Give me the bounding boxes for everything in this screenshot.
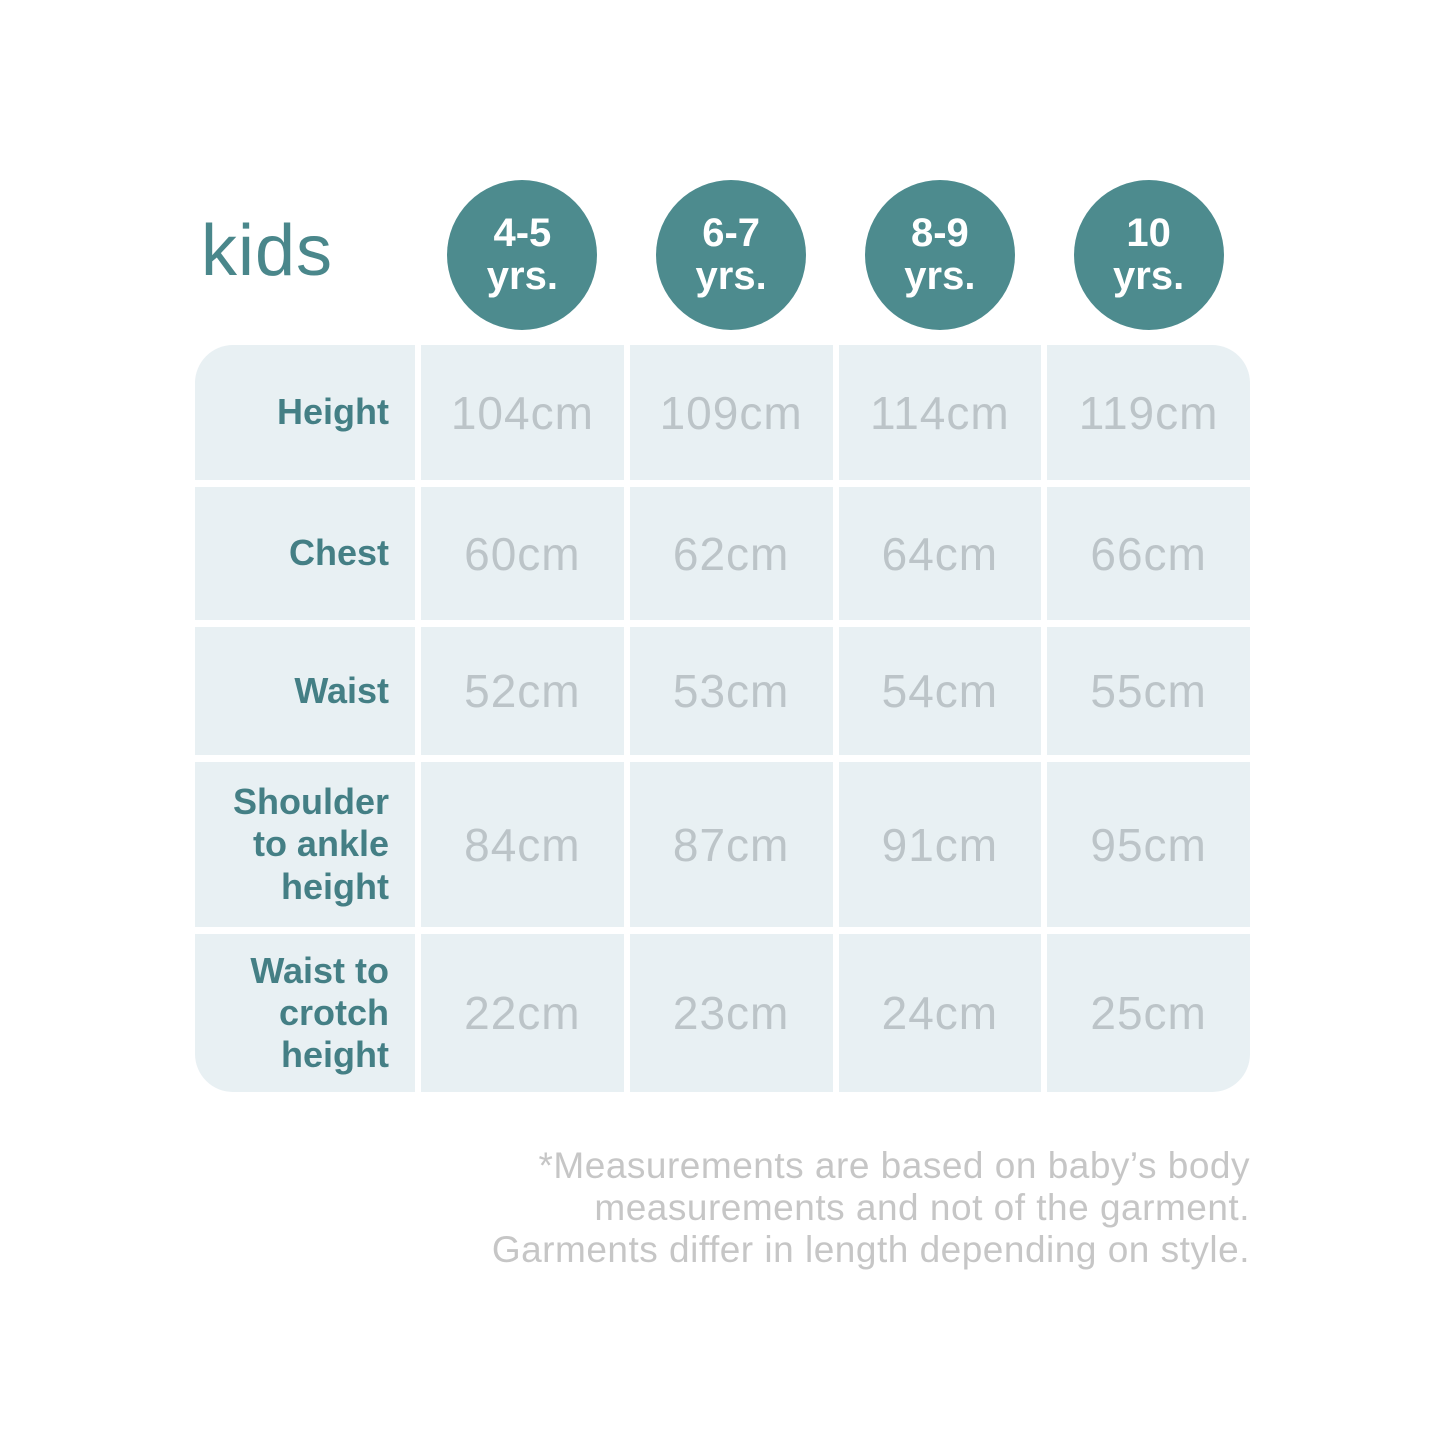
age-badge-unit: yrs. <box>904 254 976 298</box>
row-label: Shoulder to ankle height <box>195 762 415 927</box>
row-label: Waist <box>195 627 415 755</box>
size-value: 23cm <box>629 934 833 1092</box>
size-value: 114cm <box>838 345 1042 480</box>
size-value: 62cm <box>629 487 833 620</box>
age-badge-range: 10 <box>1126 210 1171 255</box>
size-table: Height 104cm 109cm 114cm 119cm Chest 60cm 62cm 6… <box>195 345 1250 1092</box>
size-value: 60cm <box>421 487 624 620</box>
size-value: 64cm <box>838 487 1042 620</box>
age-badge: 4-5 yrs. <box>447 180 598 330</box>
age-badge-range: 4-5 <box>493 210 552 255</box>
footnote-line: *Measurements are based on baby’s body <box>538 1145 1250 1186</box>
size-value: 52cm <box>421 627 624 755</box>
age-badge: 8-9 yrs. <box>864 180 1015 330</box>
size-value: 53cm <box>629 627 833 755</box>
size-value: 91cm <box>838 762 1042 927</box>
size-value: 55cm <box>1047 627 1250 755</box>
size-value: 95cm <box>1047 762 1250 927</box>
chart-title: kids <box>201 211 334 291</box>
age-badge-range: 8-9 <box>910 210 969 255</box>
chart-header: kids 4-5 yrs. 6-7 yrs. 8-9 yrs. 10 yrs. <box>195 180 1250 330</box>
age-badge-range: 6-7 <box>702 210 761 255</box>
size-value: 87cm <box>629 762 833 927</box>
row-label: Chest <box>195 487 415 620</box>
age-badge-unit: yrs. <box>1113 254 1185 298</box>
age-badge-unit: yrs. <box>695 254 767 298</box>
size-value: 25cm <box>1047 934 1250 1092</box>
row-label: Height <box>195 345 415 480</box>
size-value: 104cm <box>421 345 624 480</box>
age-badge: 6-7 yrs. <box>656 180 807 330</box>
size-value: 22cm <box>421 934 624 1092</box>
footnote-line: measurements and not of the garment. <box>594 1187 1250 1228</box>
size-value: 24cm <box>838 934 1042 1092</box>
age-badge-unit: yrs. <box>486 254 558 298</box>
footnote: *Measurements are based on baby’s body me… <box>492 1145 1250 1271</box>
footnote-line: Garments differ in length depending on s… <box>491 1229 1250 1270</box>
size-value: 109cm <box>629 345 833 480</box>
size-value: 119cm <box>1047 345 1250 480</box>
age-badge: 10 yrs. <box>1073 180 1224 330</box>
size-value: 84cm <box>421 762 624 927</box>
size-value: 66cm <box>1047 487 1250 620</box>
size-value: 54cm <box>838 627 1042 755</box>
row-label: Waist to crotch height <box>195 934 415 1092</box>
